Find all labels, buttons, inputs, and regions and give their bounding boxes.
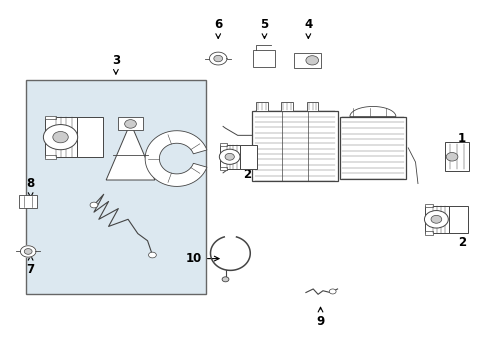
Text: 10: 10 bbox=[186, 252, 219, 265]
Circle shape bbox=[148, 252, 156, 258]
Text: 3: 3 bbox=[112, 54, 120, 74]
Circle shape bbox=[424, 211, 448, 228]
Polygon shape bbox=[21, 246, 36, 257]
Bar bbox=[307, 102, 318, 111]
Bar bbox=[281, 102, 293, 111]
Polygon shape bbox=[210, 52, 227, 65]
Circle shape bbox=[24, 249, 32, 254]
Bar bbox=[77, 117, 103, 157]
Bar bbox=[45, 155, 56, 158]
Bar bbox=[220, 167, 227, 170]
Text: 5: 5 bbox=[260, 18, 269, 39]
Text: 4: 4 bbox=[304, 18, 313, 39]
Bar bbox=[45, 117, 77, 157]
Bar bbox=[256, 102, 268, 111]
Circle shape bbox=[53, 131, 68, 143]
Bar bbox=[424, 231, 433, 235]
Circle shape bbox=[124, 120, 136, 128]
Bar bbox=[20, 195, 37, 208]
Polygon shape bbox=[445, 143, 469, 171]
Bar bbox=[26, 80, 206, 294]
Text: 1: 1 bbox=[458, 132, 466, 153]
Bar bbox=[118, 117, 143, 130]
Circle shape bbox=[329, 289, 336, 294]
Text: 7: 7 bbox=[26, 256, 35, 276]
Bar bbox=[294, 53, 320, 68]
Bar bbox=[424, 204, 433, 207]
Text: 8: 8 bbox=[26, 177, 35, 197]
Circle shape bbox=[214, 55, 222, 62]
Circle shape bbox=[90, 202, 98, 208]
Bar bbox=[220, 145, 240, 168]
Polygon shape bbox=[350, 107, 396, 117]
Circle shape bbox=[431, 215, 442, 223]
Text: 2: 2 bbox=[458, 229, 466, 249]
Bar bbox=[449, 206, 468, 233]
Bar bbox=[253, 50, 275, 67]
Circle shape bbox=[220, 149, 240, 165]
Polygon shape bbox=[106, 123, 155, 180]
Bar bbox=[340, 117, 406, 179]
Circle shape bbox=[306, 56, 318, 65]
Text: 9: 9 bbox=[317, 307, 325, 328]
Circle shape bbox=[44, 125, 78, 150]
Bar bbox=[45, 116, 56, 119]
Bar bbox=[424, 206, 449, 233]
Bar bbox=[220, 143, 227, 147]
Circle shape bbox=[446, 153, 458, 161]
Text: 6: 6 bbox=[214, 18, 222, 39]
Circle shape bbox=[225, 153, 234, 160]
Circle shape bbox=[222, 277, 229, 282]
Bar bbox=[252, 111, 338, 181]
Polygon shape bbox=[145, 131, 207, 186]
Text: 2: 2 bbox=[244, 161, 251, 181]
Bar bbox=[240, 145, 257, 168]
